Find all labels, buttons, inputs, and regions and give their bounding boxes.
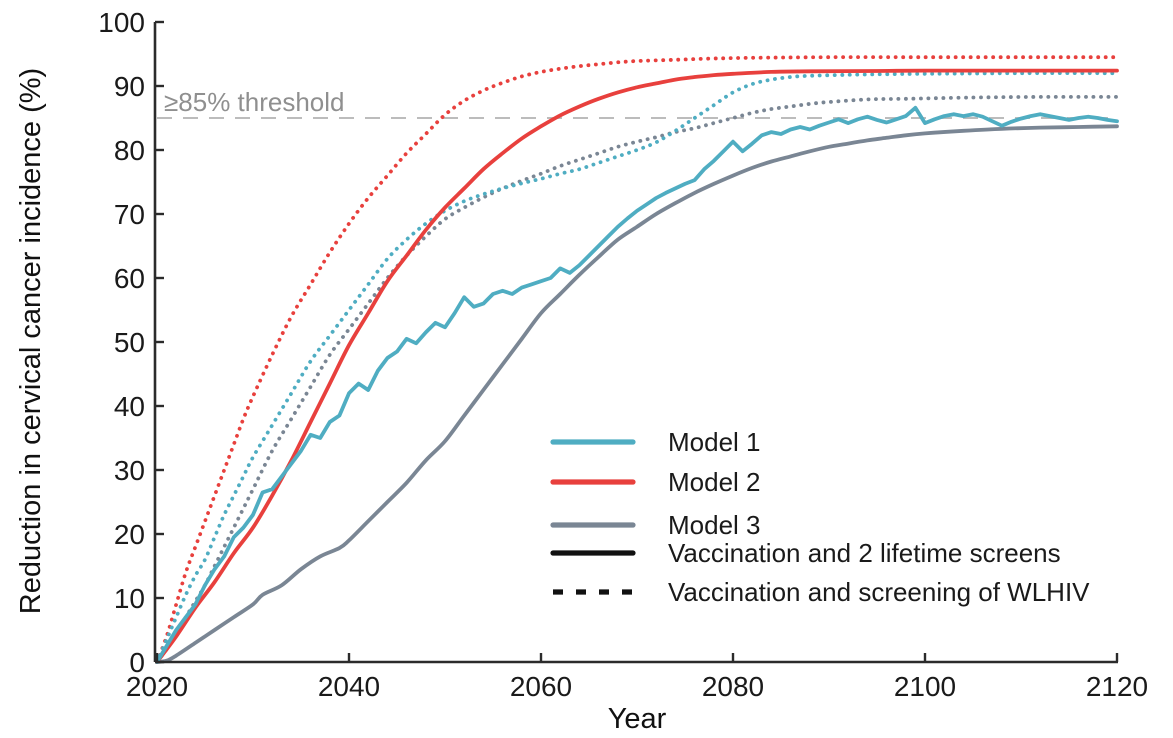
axes: 2020 2040 2060 2080 2100 2120 0 10 20 30 40 50 60 70 8… xyxy=(98,7,1148,702)
y-tick-label: 50 xyxy=(114,327,145,358)
legend-label: Model 1 xyxy=(668,427,761,457)
y-tick-label: 80 xyxy=(114,135,145,166)
y-tick-label: 10 xyxy=(114,583,145,614)
y-tick-label: 30 xyxy=(114,455,145,486)
legend-label: Vaccination and screening of WLHIV xyxy=(668,577,1090,607)
y-tick-label: 40 xyxy=(114,391,145,422)
x-tick-label: 2040 xyxy=(318,671,380,702)
series-group xyxy=(155,55,1119,664)
y-tick-label: 60 xyxy=(114,263,145,294)
y-tick-label: 70 xyxy=(114,199,145,230)
x-tick-label: 2020 xyxy=(126,671,188,702)
x-tick-label: 2080 xyxy=(702,671,764,702)
y-tick-label: 0 xyxy=(129,647,145,678)
y-tick-label: 20 xyxy=(114,519,145,550)
series-model-1-dotted xyxy=(155,71,1119,664)
y-axis-title: Reduction in cervical cancer incidence (… xyxy=(15,68,47,614)
threshold-label: ≥85% threshold xyxy=(164,87,345,117)
series-model-3-dotted xyxy=(155,94,1119,664)
x-axis-title: Year xyxy=(608,703,667,735)
series-model-2-solid xyxy=(155,68,1119,664)
y-tick-label: 100 xyxy=(98,7,145,38)
x-tick-label: 2100 xyxy=(894,671,956,702)
x-tick-label: 2060 xyxy=(510,671,572,702)
legend-label: Model 2 xyxy=(668,467,761,497)
y-tick-label: 90 xyxy=(114,71,145,102)
series-model-3-solid xyxy=(155,124,1119,664)
legend-label: Vaccination and 2 lifetime screens xyxy=(668,538,1061,568)
legend-label: Model 3 xyxy=(668,510,761,540)
series-model-1-solid xyxy=(155,105,1119,664)
x-tick-label: 2120 xyxy=(1086,671,1148,702)
